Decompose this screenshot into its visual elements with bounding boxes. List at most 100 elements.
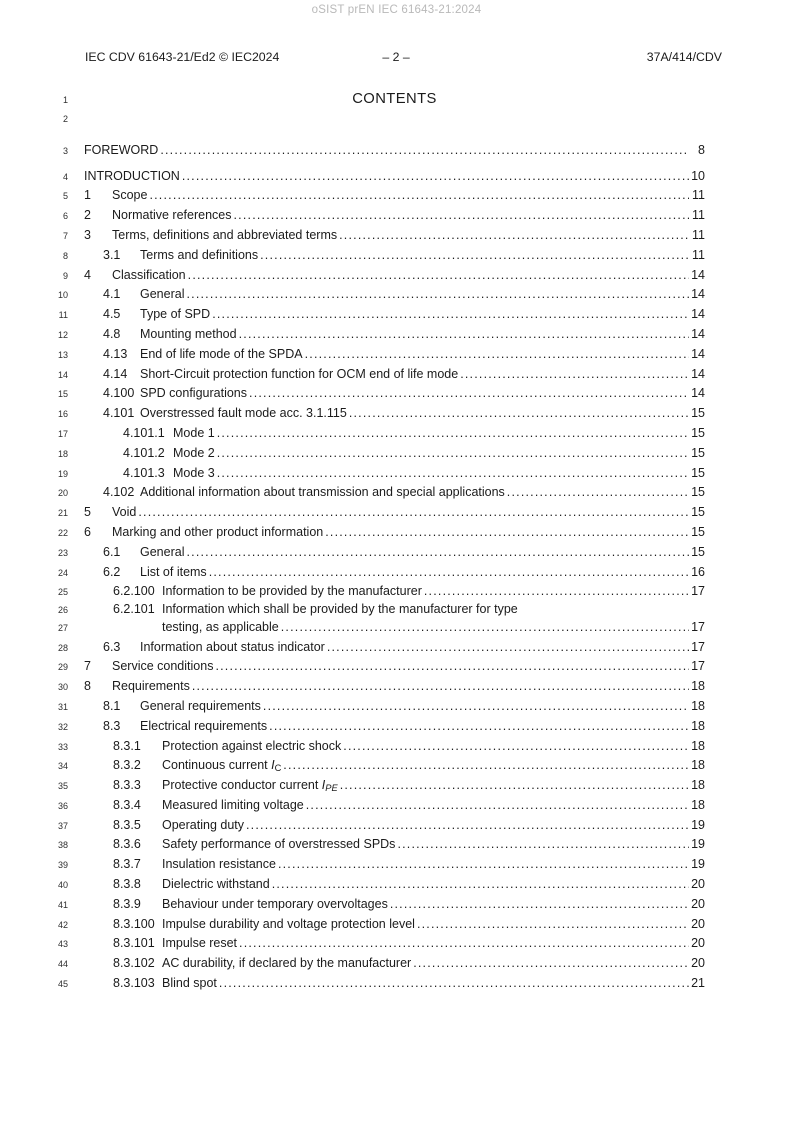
toc-entry-number: 8.3.8 [113, 877, 141, 892]
toc-page-number: 15 [691, 465, 705, 480]
toc-entry: 1 Scope 11 [84, 186, 705, 206]
toc-entry-number: 8.3.7 [113, 857, 141, 872]
toc-row: 17 4.101.1 Mode 1 15 [0, 424, 793, 444]
toc-dot-leader [283, 756, 689, 776]
toc-entry-title: Short-Circuit protection function for OC… [140, 366, 459, 381]
toc-dot-leader [217, 424, 689, 444]
toc-entry-title: Mounting method [140, 326, 237, 341]
toc-entry-title: Void [112, 505, 137, 520]
toc-line-number: 13 [57, 349, 68, 360]
toc-entry-number: 8.3.5 [113, 817, 141, 832]
toc-dot-leader [239, 934, 689, 954]
toc-line-number: 33 [57, 741, 68, 752]
toc-line-number: 10 [57, 290, 68, 301]
toc-row: 31 8.1 General requirements 18 [0, 697, 793, 717]
toc-dot-leader [272, 875, 689, 895]
toc-row: 41 8.3.9 Behaviour under temporary overvol… [0, 895, 793, 915]
toc-row: 24 6.2 List of items 16 [0, 563, 793, 583]
toc-row: 4 INTRODUCTION 10 [0, 167, 793, 187]
toc-title-row: 1 CONTENTS [0, 88, 793, 110]
toc-line-number: 34 [57, 761, 68, 772]
toc-entry: 8.3.101 Impulse reset 20 [84, 934, 705, 954]
toc-dot-leader [160, 141, 689, 161]
toc-dot-leader [217, 464, 689, 484]
toc-dot-leader [186, 543, 689, 563]
toc-page-number: 18 [691, 679, 705, 694]
toc-page-number: 14 [691, 307, 705, 322]
toc-line-number: 11 [58, 310, 68, 321]
toc-dot-leader [246, 816, 689, 836]
toc-row: 32 8.3 Electrical requirements 18 [0, 717, 793, 737]
toc-dot-leader [413, 954, 689, 974]
toc-entry-number: 8.3.2 [113, 758, 141, 773]
toc-dot-leader [188, 266, 689, 286]
toc-dot-leader [138, 503, 689, 523]
toc-line-number: 6 [62, 211, 68, 222]
toc-page-number: 18 [691, 718, 705, 733]
toc-entry-title: Operating duty [162, 817, 244, 832]
toc-line-number: 42 [57, 919, 68, 930]
toc-row: 36 8.3.4 Measured limiting voltage 18 [0, 796, 793, 816]
toc-entry-title: Requirements [112, 679, 190, 694]
header-page-number: – 2 – [382, 50, 410, 64]
toc-row: 44 8.3.102 AC durability, if declared by t… [0, 954, 793, 974]
toc-entry: 4 Classification 14 [84, 266, 705, 286]
toc-page-number: 15 [691, 425, 705, 440]
toc-row: 38 8.3.6 Safety performance of overstresse… [0, 835, 793, 855]
toc-line-number: 16 [57, 409, 68, 420]
toc-line-number: 18 [57, 448, 68, 459]
toc-page-number: 21 [691, 976, 705, 991]
toc-entry-title: End of life mode of the SPDA [140, 346, 303, 361]
toc-page-number: 18 [691, 738, 705, 753]
title-run: I [321, 778, 326, 793]
toc-entry: 8.3.8 Dielectric withstand 20 [84, 875, 705, 895]
toc-blank-row: 2 [0, 110, 793, 130]
toc-dot-leader [417, 915, 689, 935]
toc-row: 33 8.3.1 Protection against electric shock… [0, 737, 793, 757]
toc-entry: 4.1 General 14 [84, 285, 705, 305]
toc-row: 28 6.3 Information about status indicator 1… [0, 638, 793, 658]
toc-line-number: 14 [57, 369, 68, 380]
toc-entry-number: 6.3 [103, 639, 121, 654]
toc-page-number: 20 [691, 877, 705, 892]
toc-entry: 4.101.2 Mode 2 15 [84, 444, 705, 464]
toc-line-number: 31 [57, 701, 68, 712]
toc-dot-leader [507, 483, 689, 503]
toc-entry-title: Terms, definitions and abbreviated terms [112, 227, 338, 242]
toc-page-number: 14 [691, 366, 705, 381]
toc-row: 34 8.3.2 Continuous current IC 18 [0, 756, 793, 776]
toc-entry-title: Information which shall be provided by t… [162, 602, 518, 617]
toc-row: 43 8.3.101 Impulse reset 20 [0, 934, 793, 954]
toc-entry-title: Mode 2 [173, 445, 215, 460]
toc-dot-leader [263, 697, 689, 717]
toc-entry-number: 3 [84, 227, 91, 242]
toc-entry: 8.3 Electrical requirements 18 [84, 717, 705, 737]
toc-dot-leader [217, 444, 689, 464]
toc-entry-title: General [140, 544, 185, 559]
toc-page-number: 17 [691, 619, 705, 634]
toc-line-number: 45 [57, 979, 68, 990]
toc-line-number: 37 [57, 820, 68, 831]
toc-entry-title: Impulse durability and voltage protectio… [162, 916, 415, 931]
toc-line-number: 5 [62, 191, 68, 202]
toc-dot-leader [215, 657, 689, 677]
toc-section: 1CONTENTS23FOREWORD84INTRODUCTION1051Sco… [0, 88, 793, 994]
toc-page-number: 20 [691, 956, 705, 971]
toc-entry: 2 Normative references 11 [84, 206, 705, 226]
toc-entry: 5 Void 15 [84, 503, 705, 523]
toc-dot-leader [212, 305, 689, 325]
toc-entry-number: 8.3.3 [113, 778, 141, 793]
toc-entry-number: 8.3 [103, 718, 121, 733]
toc-entry-title: Service conditions [112, 659, 214, 674]
toc-dot-leader [209, 563, 689, 583]
toc-entry-number: 1 [84, 188, 91, 203]
toc-entry-title: testing, as applicable [162, 619, 279, 634]
toc-dot-leader [269, 717, 689, 737]
toc-entry: 4.102 Additional information about transm… [84, 483, 705, 503]
toc-entry-number: 8 [84, 679, 91, 694]
toc-entry: 8.3.9 Behaviour under temporary overvolta… [84, 895, 705, 915]
toc-dot-leader [239, 325, 689, 345]
toc-page-number: 15 [691, 406, 705, 421]
toc-row: 15 4.100 SPD configurations 14 [0, 384, 793, 404]
toc-entry: 4.100 SPD configurations 14 [84, 384, 705, 404]
